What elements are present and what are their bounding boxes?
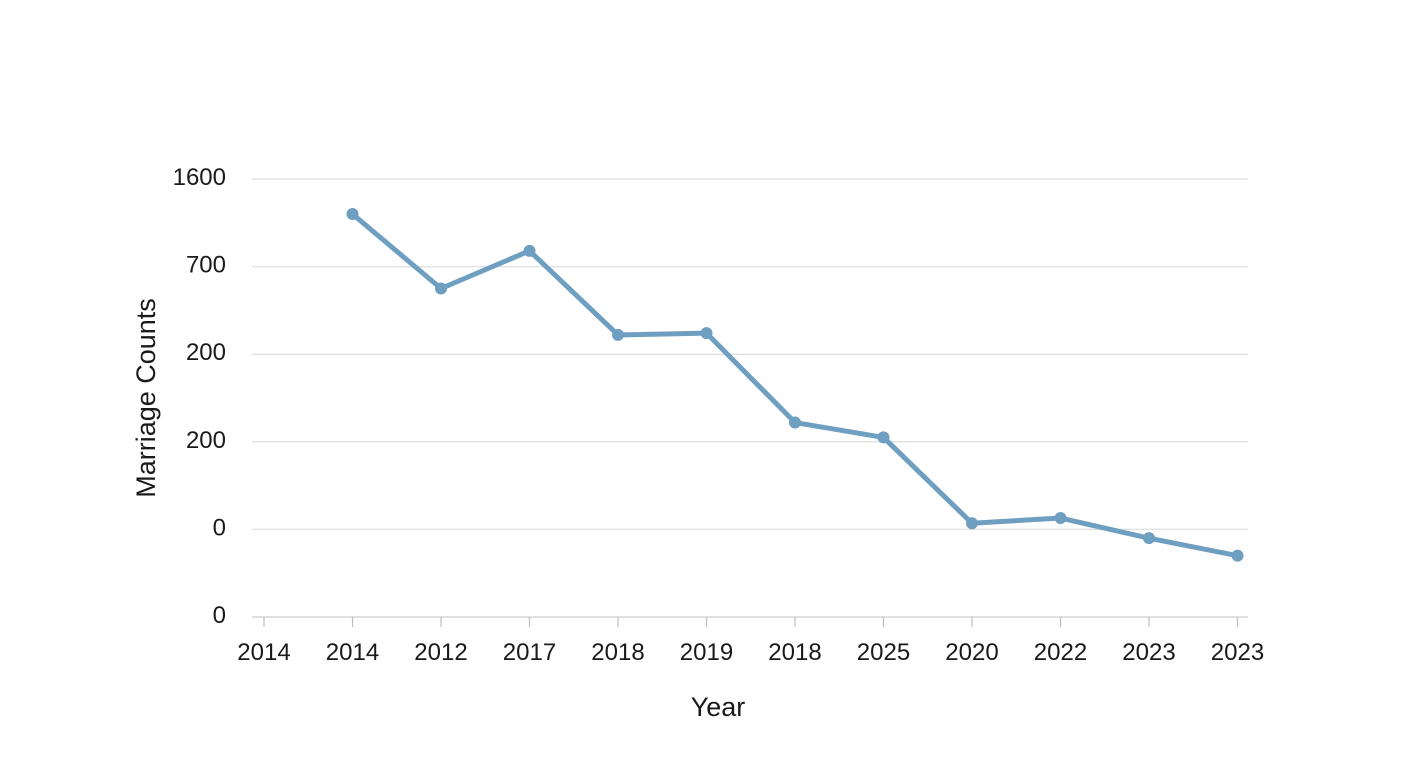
y-tick-labels: 0 0 200 200 700 1600: [173, 164, 226, 629]
x-tick-label: 2014: [326, 639, 379, 666]
data-point: [1054, 512, 1067, 525]
y-tick-label: 200: [186, 427, 226, 454]
x-axis-title: Year: [691, 692, 746, 722]
x-tick-label: 2019: [680, 639, 733, 666]
x-tick-label: 2018: [768, 639, 821, 666]
x-tick-label: 2018: [591, 639, 644, 666]
data-point: [612, 328, 624, 341]
series: [346, 208, 1244, 562]
x-tick-label: 2023: [1211, 639, 1264, 666]
x-tick-label: 2017: [503, 639, 556, 666]
data-point: [700, 327, 713, 340]
x-tick-label: 2014: [237, 639, 290, 666]
x-tick-labels: 2014 2014 2012 2017 2018 2019 2018 2025 2020 2022…: [237, 617, 1264, 666]
grid: [252, 178, 1248, 531]
data-point: [346, 208, 359, 221]
x-tick-label: 2012: [414, 639, 467, 666]
data-point: [877, 431, 890, 444]
data-point: [966, 517, 978, 530]
x-tick-label: 2020: [945, 639, 998, 666]
y-tick-label: 700: [186, 252, 226, 279]
data-point: [1143, 532, 1155, 545]
data-point: [789, 416, 801, 429]
x-tick-label: 2023: [1122, 639, 1175, 666]
series-line: [350, 211, 1240, 559]
y-tick-label: 200: [186, 339, 226, 366]
y-tick-label: 0: [213, 514, 226, 541]
x-tick-label: 2025: [857, 639, 910, 666]
data-point: [435, 282, 447, 295]
data-point: [1231, 549, 1244, 562]
x-tick-label: 2022: [1034, 639, 1087, 666]
y-axis-title: Marriage Counts: [131, 298, 161, 498]
data-point: [523, 244, 536, 257]
y-tick-label: 0: [213, 602, 226, 629]
y-tick-label: 1600: [173, 164, 226, 191]
